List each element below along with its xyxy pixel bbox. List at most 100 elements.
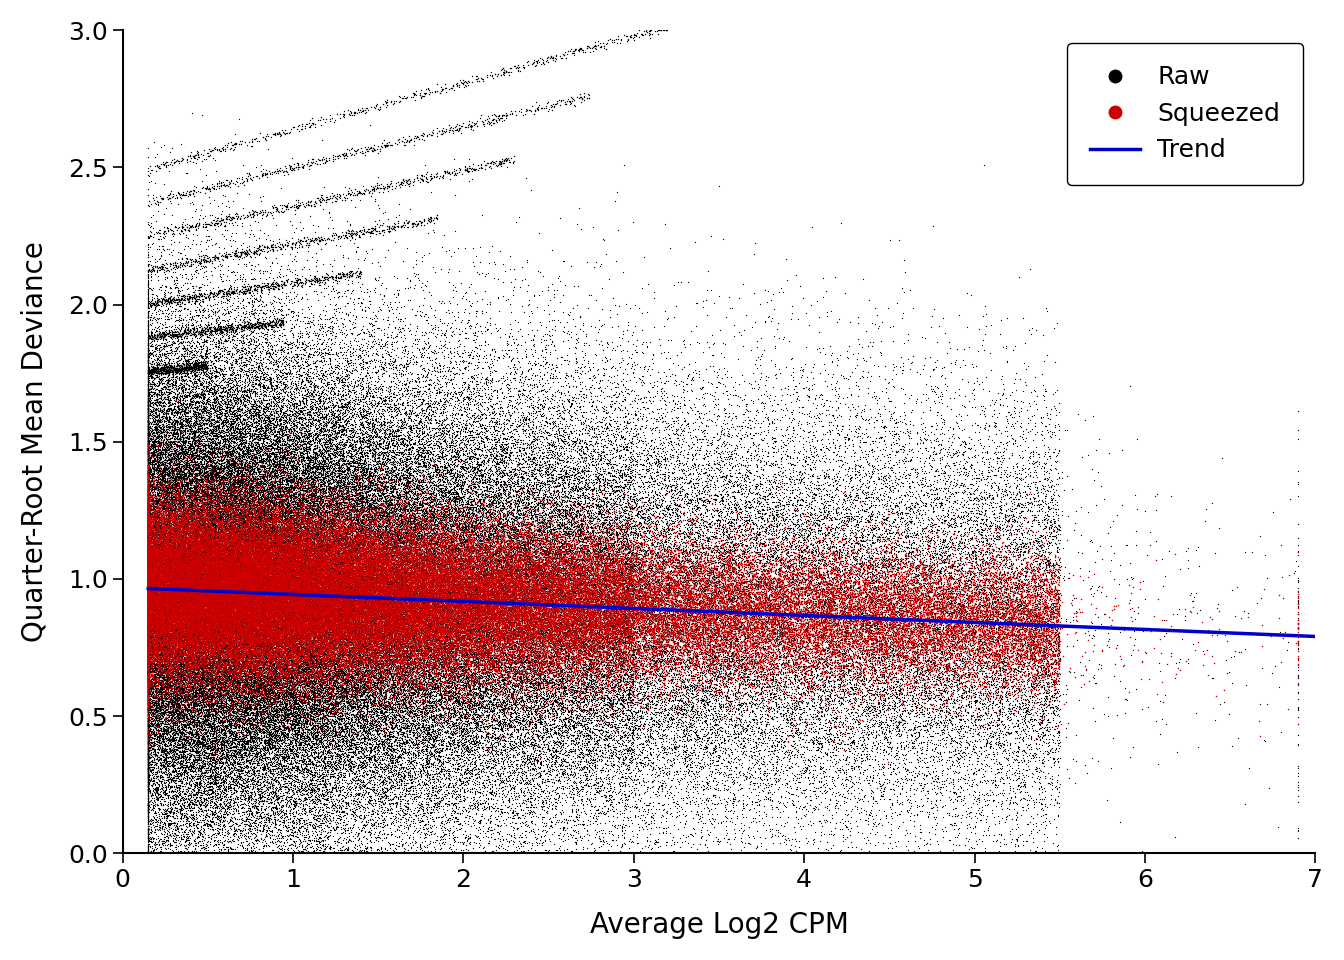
Point: [462, 676, 484, 691]
Point: [441, 742, 462, 757]
Point: [293, 420, 314, 436]
Point: [788, 516, 809, 531]
Point: [519, 377, 540, 393]
Point: [809, 652, 831, 667]
Point: [406, 620, 427, 636]
Point: [160, 579, 181, 594]
Point: [461, 618, 482, 634]
Point: [871, 778, 892, 793]
Point: [288, 702, 309, 717]
Point: [195, 627, 216, 642]
Point: [276, 734, 297, 750]
Point: [329, 597, 351, 612]
Point: [141, 626, 163, 641]
Point: [583, 777, 605, 792]
Point: [739, 517, 761, 533]
Point: [375, 586, 396, 601]
Point: [829, 633, 851, 648]
Point: [394, 338, 415, 353]
Point: [270, 566, 292, 582]
Point: [172, 732, 194, 747]
Point: [472, 563, 493, 578]
Point: [499, 636, 520, 651]
Point: [292, 671, 313, 686]
Point: [144, 734, 165, 750]
Point: [665, 705, 687, 720]
Point: [222, 690, 243, 706]
Point: [191, 485, 212, 500]
Point: [199, 510, 220, 525]
Point: [382, 508, 403, 523]
Point: [405, 418, 426, 433]
Point: [257, 846, 278, 861]
Point: [247, 693, 269, 708]
Point: [300, 565, 321, 581]
Point: [356, 723, 378, 738]
Point: [306, 549, 328, 564]
Point: [282, 564, 304, 580]
Point: [366, 634, 387, 649]
Point: [266, 447, 288, 463]
Point: [995, 672, 1016, 687]
Point: [551, 582, 573, 597]
Point: [328, 578, 349, 593]
Point: [719, 523, 741, 539]
Point: [226, 460, 247, 475]
Point: [630, 573, 652, 588]
Point: [704, 560, 726, 575]
Point: [456, 547, 477, 563]
Point: [344, 586, 366, 601]
Point: [203, 710, 224, 726]
Point: [216, 669, 238, 684]
Point: [472, 611, 493, 626]
Point: [347, 623, 368, 638]
Point: [215, 753, 237, 768]
Point: [151, 324, 172, 340]
Point: [298, 672, 320, 687]
Point: [831, 563, 852, 578]
Point: [265, 552, 286, 567]
Point: [203, 710, 224, 726]
Point: [1025, 638, 1047, 654]
Point: [320, 556, 341, 571]
Point: [491, 588, 512, 604]
Point: [200, 677, 222, 692]
Point: [345, 794, 367, 809]
Point: [1012, 610, 1034, 625]
Point: [367, 526, 388, 541]
Point: [265, 516, 286, 531]
Point: [550, 600, 571, 615]
Point: [526, 684, 547, 699]
Point: [345, 671, 367, 686]
Point: [340, 516, 362, 532]
Point: [308, 544, 329, 560]
Point: [271, 580, 293, 595]
Point: [323, 400, 344, 416]
Point: [286, 636, 308, 652]
Point: [399, 572, 421, 588]
Point: [265, 577, 286, 592]
Point: [333, 451, 355, 467]
Point: [167, 616, 188, 632]
Point: [626, 594, 648, 610]
Point: [137, 557, 159, 572]
Point: [137, 550, 159, 565]
Point: [137, 507, 159, 522]
Point: [149, 578, 171, 593]
Point: [137, 523, 159, 539]
Point: [316, 639, 337, 655]
Point: [784, 657, 805, 672]
Point: [263, 669, 285, 684]
Point: [238, 569, 259, 585]
Point: [559, 602, 581, 617]
Point: [660, 608, 681, 623]
Point: [157, 681, 179, 696]
Point: [989, 569, 1011, 585]
Point: [554, 588, 575, 604]
Point: [457, 625, 478, 640]
Point: [160, 691, 181, 707]
Point: [145, 504, 167, 519]
Point: [323, 610, 344, 625]
Point: [319, 812, 340, 828]
Point: [485, 483, 507, 498]
